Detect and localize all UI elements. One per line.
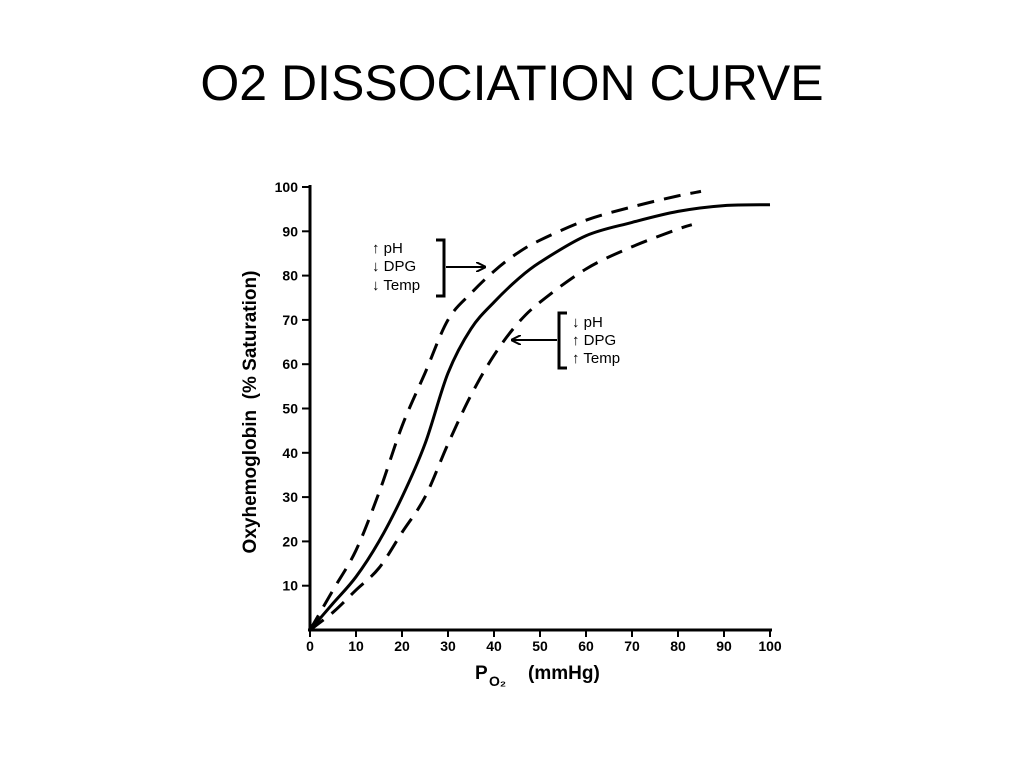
annotation-line: ↓ DPG: [372, 258, 416, 275]
right-shift-annotation: ↓ pH ↑ DPG ↑ Temp: [512, 311, 620, 370]
x-tick-label: 100: [758, 638, 782, 654]
annotation-line: ↑ Temp: [572, 350, 620, 367]
y-tick-label: 100: [275, 179, 299, 195]
dashed-curve-1: [308, 189, 702, 631]
left-bracket: [436, 238, 446, 298]
y-axis-label: Oxyhemoglobin (% Saturation): [240, 271, 261, 554]
slide-title: O2 DISSOCIATION CURVE: [200, 55, 824, 111]
x-tick-label: 60: [578, 638, 594, 654]
x-axis-label-unit: (mmHg): [528, 663, 600, 684]
curves: [308, 189, 771, 632]
annotation-line: ↑ pH: [372, 240, 403, 257]
x-tick-label: 10: [348, 638, 364, 654]
y-tick-label: 50: [282, 401, 298, 417]
right-bracket: [557, 311, 567, 370]
y-tick-label: 30: [282, 489, 298, 505]
dashed-curve-2: [309, 223, 693, 632]
x-axis-label: P O₂ (mmHg): [475, 663, 600, 689]
x-tick-label: 40: [486, 638, 502, 654]
x-tick-label: 90: [716, 638, 732, 654]
x-tick-label: 0: [306, 638, 314, 654]
y-ticks: 10 20 30 40 50 60 70 80 90 100: [275, 179, 310, 594]
y-tick-label: 10: [282, 578, 298, 594]
x-ticks: 0 10 20 30 40 50 60 70 80 90 100: [306, 630, 782, 654]
y-tick-label: 90: [282, 223, 298, 239]
solid-curve-0: [308, 203, 771, 631]
x-axis-label-subscript: O₂: [489, 673, 506, 689]
y-tick-label: 80: [282, 268, 298, 284]
y-tick-label: 40: [282, 445, 298, 461]
left-shift-annotation: ↑ pH ↓ DPG ↓ Temp: [372, 238, 485, 298]
annotation-line: ↓ Temp: [372, 277, 420, 294]
x-tick-label: 50: [532, 638, 548, 654]
x-tick-label: 70: [624, 638, 640, 654]
x-tick-label: 30: [440, 638, 456, 654]
annotation-line: ↓ pH: [572, 314, 603, 331]
x-axis-label-main: P: [475, 663, 488, 684]
x-tick-label: 20: [394, 638, 410, 654]
annotation-line: ↑ DPG: [572, 332, 616, 349]
y-tick-label: 60: [282, 356, 298, 372]
x-tick-label: 80: [670, 638, 686, 654]
y-tick-label: 70: [282, 312, 298, 328]
y-tick-label: 20: [282, 533, 298, 549]
